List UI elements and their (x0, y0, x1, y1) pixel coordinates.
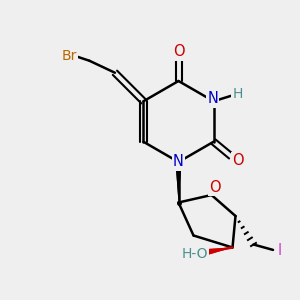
Polygon shape (176, 162, 182, 202)
Text: Br: Br (61, 49, 77, 63)
Text: H-O: H-O (181, 247, 208, 260)
Text: O: O (209, 180, 221, 195)
Polygon shape (206, 248, 232, 255)
Text: N: N (173, 154, 184, 169)
Text: I: I (278, 243, 282, 258)
Text: O: O (173, 44, 184, 59)
Text: O: O (232, 153, 243, 168)
Text: H: H (232, 87, 243, 101)
Text: N: N (207, 91, 218, 106)
Polygon shape (206, 248, 232, 255)
Polygon shape (176, 162, 182, 202)
